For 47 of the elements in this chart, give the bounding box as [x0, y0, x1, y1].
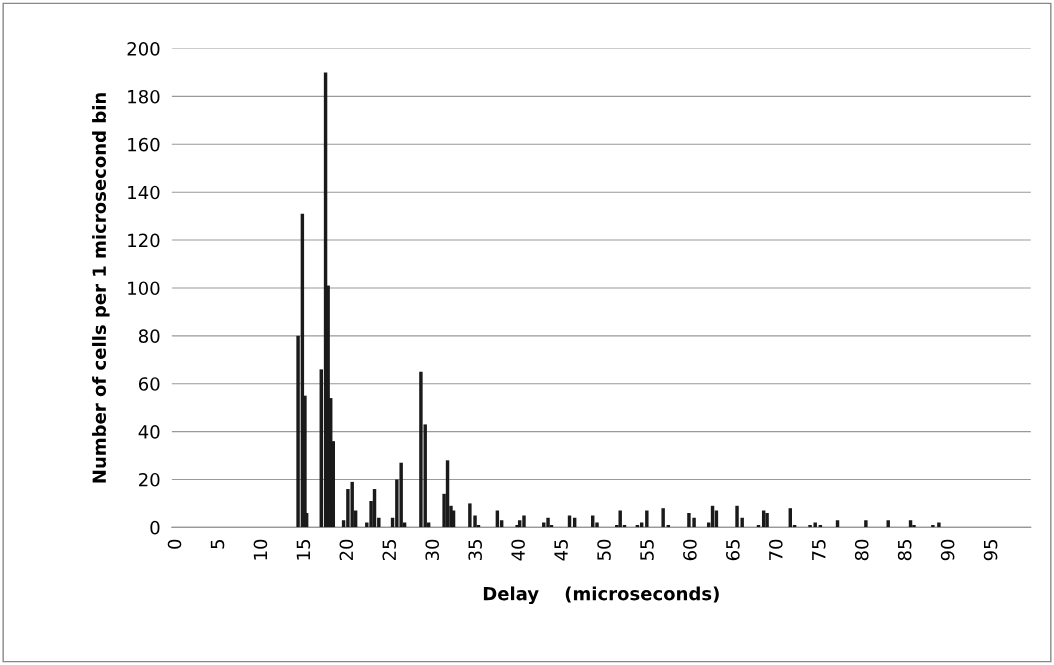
y-tick-label: 40 [138, 425, 160, 439]
y-tick-label: 0 [150, 520, 160, 535]
bar [931, 524, 935, 528]
x-tick-label: 85 [897, 540, 912, 561]
x-tick-label: 90 [940, 539, 955, 561]
bar [937, 522, 941, 528]
bar [912, 524, 916, 528]
x-tick-label: 30 [425, 539, 440, 561]
x-tick-label: 65 [726, 540, 740, 561]
bar [546, 517, 550, 528]
y-tick-label: 200 [127, 42, 160, 56]
y-tick-label: 80 [138, 329, 160, 343]
x-tick-label: 55 [640, 540, 654, 561]
bar [765, 512, 769, 528]
x-axis-title: Delay (microseconds) [483, 586, 719, 605]
x-tick-label: 20 [339, 539, 354, 561]
x-tick-label: 10 [253, 539, 268, 560]
x-tick-label: 80 [854, 539, 869, 561]
bar [661, 508, 665, 528]
bar [645, 510, 649, 528]
y-tick-label: 60 [138, 377, 160, 391]
bar [419, 371, 423, 528]
bar [618, 510, 622, 528]
bar [350, 481, 354, 528]
bar [399, 462, 403, 528]
bar [886, 520, 890, 528]
y-axis-title: Number of cells per 1 microsecond bin [92, 93, 110, 483]
x-tick-label: 5 [210, 540, 225, 549]
x-tick-label: 70 [768, 539, 783, 560]
y-tick-label: 180 [128, 89, 160, 104]
x-tick-label: 60 [683, 539, 697, 561]
x-tick-label: 0 [167, 539, 182, 549]
y-tick-label: 100 [128, 281, 160, 296]
x-tick-label: 15 [296, 540, 311, 560]
y-tick-label: 20 [139, 472, 160, 487]
x-tick-label: 50 [597, 539, 611, 561]
bar [522, 515, 526, 528]
x-tick-label: 45 [554, 540, 568, 561]
y-tick-label: 120 [128, 233, 160, 248]
x-tick-label: 75 [812, 540, 826, 560]
x-tick-label: 35 [468, 540, 482, 561]
y-tick-label: 140 [128, 185, 160, 200]
x-tick-label: 95 [983, 540, 998, 561]
x-tick-label: 40 [511, 539, 525, 561]
y-tick-label: 160 [128, 137, 160, 152]
bar [864, 520, 868, 528]
x-tick-label: 25 [382, 540, 397, 561]
